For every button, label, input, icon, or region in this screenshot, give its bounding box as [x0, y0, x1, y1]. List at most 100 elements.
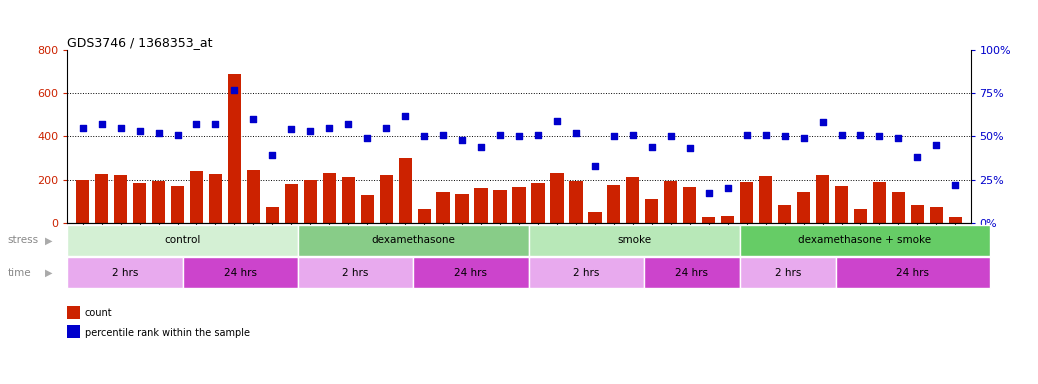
- Text: dexamethasone: dexamethasone: [372, 235, 456, 245]
- Point: [435, 132, 452, 138]
- Bar: [399, 158, 412, 223]
- Point: [814, 119, 830, 126]
- Bar: [417, 209, 431, 223]
- Text: 24 hrs: 24 hrs: [455, 268, 488, 278]
- Text: count: count: [84, 308, 112, 318]
- Point: [891, 135, 907, 141]
- Point: [605, 133, 622, 139]
- Bar: [76, 180, 89, 223]
- Text: 24 hrs: 24 hrs: [676, 268, 708, 278]
- Bar: [873, 182, 886, 223]
- Bar: [67, 306, 80, 319]
- Bar: [342, 177, 355, 223]
- Point: [795, 135, 812, 141]
- Bar: [777, 205, 791, 223]
- Point: [93, 121, 110, 127]
- Bar: [528, 257, 644, 288]
- Point: [416, 133, 433, 139]
- Bar: [474, 188, 488, 223]
- Text: ▶: ▶: [45, 235, 52, 245]
- Bar: [816, 175, 829, 223]
- Point: [151, 130, 167, 136]
- Bar: [133, 183, 146, 223]
- Bar: [664, 180, 678, 223]
- Bar: [190, 171, 203, 223]
- Bar: [380, 175, 392, 223]
- Point: [321, 125, 337, 131]
- Point: [586, 163, 603, 169]
- Point: [454, 137, 470, 143]
- Point: [472, 144, 489, 150]
- Bar: [797, 192, 811, 223]
- Point: [378, 125, 394, 131]
- Bar: [209, 174, 222, 223]
- Point: [852, 132, 869, 138]
- Point: [302, 128, 319, 134]
- Point: [359, 135, 376, 141]
- Point: [397, 113, 413, 119]
- Bar: [626, 177, 639, 223]
- Text: 2 hrs: 2 hrs: [573, 268, 599, 278]
- Point: [834, 132, 850, 138]
- Bar: [67, 325, 80, 338]
- Bar: [114, 175, 128, 223]
- Text: 2 hrs: 2 hrs: [774, 268, 801, 278]
- Text: 24 hrs: 24 hrs: [224, 268, 256, 278]
- Bar: [531, 183, 545, 223]
- Bar: [323, 173, 336, 223]
- Point: [871, 133, 887, 139]
- Point: [909, 154, 926, 160]
- Text: stress: stress: [7, 235, 38, 245]
- Text: smoke: smoke: [618, 235, 652, 245]
- Point: [681, 146, 698, 152]
- Bar: [247, 170, 261, 223]
- Point: [549, 118, 566, 124]
- Text: dexamethasone + smoke: dexamethasone + smoke: [798, 235, 931, 245]
- Bar: [436, 192, 449, 223]
- Point: [529, 132, 546, 138]
- Point: [492, 132, 509, 138]
- Text: control: control: [165, 235, 201, 245]
- Bar: [740, 182, 754, 223]
- Bar: [607, 185, 621, 223]
- Point: [75, 125, 91, 131]
- Text: 2 hrs: 2 hrs: [112, 268, 138, 278]
- Text: GDS3746 / 1368353_at: GDS3746 / 1368353_at: [67, 36, 213, 49]
- Point: [131, 128, 147, 134]
- Bar: [360, 195, 374, 223]
- Bar: [183, 257, 298, 288]
- Text: ▶: ▶: [45, 268, 52, 278]
- Bar: [646, 199, 658, 223]
- Point: [928, 142, 945, 148]
- Point: [662, 133, 679, 139]
- Bar: [67, 225, 298, 256]
- Bar: [910, 205, 924, 223]
- Point: [738, 132, 755, 138]
- Point: [511, 133, 527, 139]
- Bar: [759, 176, 772, 223]
- Bar: [284, 184, 298, 223]
- Point: [701, 190, 717, 197]
- Point: [169, 132, 186, 138]
- Point: [264, 152, 280, 159]
- Point: [188, 121, 204, 127]
- Point: [568, 130, 584, 136]
- Point: [283, 126, 300, 132]
- Bar: [930, 207, 943, 223]
- Bar: [413, 257, 528, 288]
- Bar: [227, 74, 241, 223]
- Point: [112, 125, 129, 131]
- Bar: [740, 257, 836, 288]
- Bar: [550, 173, 564, 223]
- Bar: [683, 187, 696, 223]
- Point: [644, 144, 660, 150]
- Point: [758, 132, 774, 138]
- Point: [947, 182, 963, 188]
- Bar: [266, 207, 279, 223]
- Bar: [513, 187, 525, 223]
- Bar: [835, 186, 848, 223]
- Text: 24 hrs: 24 hrs: [897, 268, 929, 278]
- Bar: [569, 180, 582, 223]
- Bar: [493, 190, 507, 223]
- Text: percentile rank within the sample: percentile rank within the sample: [84, 328, 249, 338]
